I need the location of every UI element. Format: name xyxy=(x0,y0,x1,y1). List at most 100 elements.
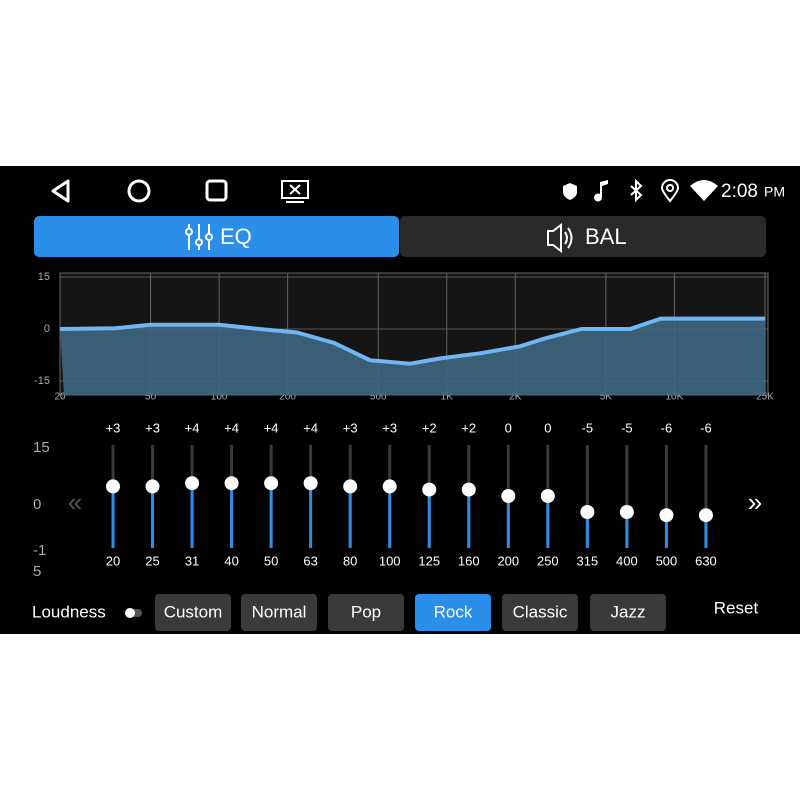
bluetooth-icon xyxy=(630,178,643,203)
scale-label: -1 5 xyxy=(33,542,46,580)
gain-label: +3 xyxy=(382,420,397,435)
gain-label: 0 xyxy=(505,420,512,435)
clock-ampm: PM xyxy=(764,184,785,200)
prev-arrow[interactable]: « xyxy=(68,487,82,517)
preset-button[interactable] xyxy=(241,594,317,631)
preset-label: Custom xyxy=(164,602,223,621)
band-freq: 160 xyxy=(458,553,480,568)
reset-button[interactable]: Reset xyxy=(714,598,759,617)
toggle-thumb xyxy=(125,608,135,618)
x-tick-label: 50 xyxy=(145,392,157,403)
slider-knob[interactable] xyxy=(422,482,437,497)
y-tick-label: 15 xyxy=(38,271,50,283)
tab[interactable] xyxy=(34,216,399,257)
slider-knob[interactable] xyxy=(185,476,200,491)
gain-label: +4 xyxy=(303,420,318,435)
slider-knob[interactable] xyxy=(382,479,397,494)
tab[interactable] xyxy=(400,216,766,257)
slider-knob[interactable] xyxy=(303,476,318,491)
gain-label: +4 xyxy=(185,420,200,435)
gain-label: +3 xyxy=(106,420,121,435)
slider-knob[interactable] xyxy=(698,508,713,523)
preset-bar: Loudness Custom Normal Pop Rock Classic Jazz Re… xyxy=(32,594,758,631)
preset-label: Jazz xyxy=(611,602,646,621)
slider-knob[interactable] xyxy=(264,476,279,491)
eq-graph: 15 0 -15 20 50 100 200 500 1K 2K 5K 10K 25K xyxy=(34,271,774,403)
icon-knob xyxy=(185,227,193,236)
preset-label: Normal xyxy=(252,602,307,621)
tab-label: BAL xyxy=(585,224,627,249)
speaker-icon xyxy=(547,223,573,253)
preset-button[interactable] xyxy=(415,594,491,631)
slider-knob[interactable] xyxy=(619,505,634,519)
nav-bar xyxy=(51,179,309,203)
scale-label: 15 xyxy=(33,439,50,456)
shield-icon xyxy=(563,183,577,200)
scale-label: 0 xyxy=(33,496,41,513)
x-tick-label: 500 xyxy=(370,392,387,403)
tab-label: EQ xyxy=(220,224,252,249)
slider-knob[interactable] xyxy=(659,508,674,523)
band-freq: 400 xyxy=(616,553,638,568)
x-tick-label: 100 xyxy=(211,392,228,403)
gain-label: 0 xyxy=(544,420,551,435)
tab-bar: EQ BAL xyxy=(34,216,766,257)
x-tick-label: 5K xyxy=(600,392,613,403)
preset-button[interactable] xyxy=(590,594,666,631)
loudness-toggle[interactable] xyxy=(125,608,142,618)
band-freq: 31 xyxy=(185,553,199,568)
icon-knob xyxy=(205,233,213,241)
next-arrow[interactable]: » xyxy=(748,487,762,517)
location-icon xyxy=(660,179,680,203)
preset-label: Pop xyxy=(351,602,381,621)
band-freq: 250 xyxy=(537,553,559,568)
slider-knob[interactable] xyxy=(501,489,516,503)
preset-label: Rock xyxy=(434,602,473,621)
band-freq: 315 xyxy=(577,553,599,568)
loudness-label: Loudness xyxy=(32,602,106,621)
slider-knob[interactable] xyxy=(106,479,120,494)
x-tick-label: 25K xyxy=(756,392,774,403)
recents-button[interactable] xyxy=(205,179,228,202)
band-freq: 500 xyxy=(656,553,678,568)
x-tick-label: 20 xyxy=(54,392,66,403)
music-icon xyxy=(594,180,608,202)
gain-label: -6 xyxy=(700,420,712,435)
gain-label: -6 xyxy=(661,420,673,435)
gain-label: +4 xyxy=(264,420,279,435)
slider-knob[interactable] xyxy=(540,489,555,503)
y-tick-label: -15 xyxy=(34,375,50,387)
band-freq: 125 xyxy=(418,553,440,568)
band-sliders: 15 0 -1 5 +3 20 +3 25 +4 31 +4 40 +4 50 +4 63 +3 80 +3 100 +… xyxy=(33,420,717,580)
band-freq: 200 xyxy=(497,553,519,568)
y-tick-label: 0 xyxy=(44,323,50,335)
curve-line xyxy=(59,316,765,366)
gain-label: +3 xyxy=(145,420,160,435)
icon-knob xyxy=(195,238,203,247)
slider-knob[interactable] xyxy=(580,505,595,519)
gain-label: +4 xyxy=(224,420,239,435)
slider-knob[interactable] xyxy=(145,479,160,494)
home-button[interactable] xyxy=(127,179,151,203)
band-freq: 40 xyxy=(224,553,238,568)
slider-knob[interactable] xyxy=(343,479,358,494)
clock: 2:08 xyxy=(721,181,758,202)
preset-button[interactable] xyxy=(155,594,231,631)
band-freq: 50 xyxy=(264,553,278,568)
band-freq: 25 xyxy=(145,553,159,568)
band-freq: 80 xyxy=(343,553,357,568)
slider-knob[interactable] xyxy=(224,476,239,491)
screen-off-button[interactable] xyxy=(281,180,309,203)
x-tick-label: 1K xyxy=(441,392,454,403)
gain-label: +2 xyxy=(422,420,437,435)
preset-button[interactable] xyxy=(502,594,578,631)
back-button[interactable] xyxy=(51,179,70,203)
gain-label: +2 xyxy=(461,420,476,435)
preset-button[interactable] xyxy=(328,594,404,631)
slider-knob[interactable] xyxy=(461,482,476,497)
x-tick-label: 10K xyxy=(666,392,684,403)
band-freq: 63 xyxy=(303,553,317,568)
curve-area xyxy=(60,318,765,395)
